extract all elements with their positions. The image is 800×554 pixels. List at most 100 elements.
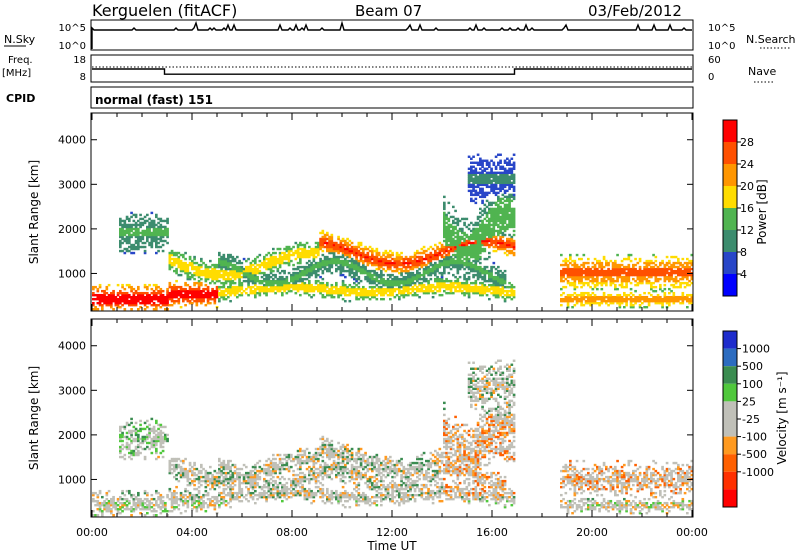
power-cell: [310, 289, 313, 293]
power-cell: [211, 279, 214, 283]
power-cell: [128, 233, 131, 237]
power-cell: [191, 261, 194, 265]
power-cell: [168, 297, 172, 301]
power-cell: [272, 289, 275, 293]
power-cell: [650, 265, 653, 269]
power-cell: [168, 261, 172, 265]
power-cell: [674, 277, 678, 281]
power-cell: [483, 237, 487, 241]
power-cell: [355, 293, 358, 297]
power-cell: [605, 269, 608, 273]
power-cell: [569, 281, 572, 285]
power-cell: [582, 269, 586, 273]
power-cell: [128, 293, 131, 297]
power-cell: [436, 251, 439, 255]
power-cell: [96, 295, 100, 299]
power-cell: [566, 275, 570, 279]
power-cell: [503, 177, 507, 181]
power-cell: [310, 283, 313, 287]
power-cell: [263, 279, 266, 283]
velocity-cell: [143, 455, 147, 459]
power-cell: [481, 223, 484, 227]
power-cell: [386, 273, 390, 277]
power-cell: [416, 293, 419, 297]
power-cell: [391, 261, 394, 265]
power-cell: [276, 257, 280, 261]
power-cell: [481, 173, 484, 177]
power-cell: [688, 259, 691, 263]
freq-right-label: Nave: [748, 65, 776, 78]
power-cell: [137, 237, 140, 241]
power-cell: [463, 273, 466, 277]
power-cell: [220, 257, 223, 261]
power-cell: [409, 275, 412, 279]
power-cell: [229, 289, 232, 293]
power-cell: [476, 215, 480, 219]
power-cell: [368, 293, 372, 297]
power-cell: [220, 273, 223, 277]
power-cell: [449, 257, 453, 261]
power-cell: [476, 285, 480, 289]
power-cell: [618, 275, 622, 279]
power-cell: [490, 235, 493, 239]
power-cell: [339, 259, 343, 263]
power-cell: [443, 195, 446, 199]
power-cell: [425, 277, 428, 281]
power-cell: [566, 297, 570, 301]
power-cell: [490, 241, 493, 245]
power-cell: [321, 249, 325, 253]
power-cell: [488, 225, 491, 229]
power-cell: [128, 235, 131, 239]
power-cell: [501, 287, 505, 291]
power-cell: [465, 281, 469, 285]
power-cell: [146, 213, 149, 217]
power-cell: [625, 295, 628, 299]
power-cell: [661, 301, 664, 305]
power-cell: [373, 249, 376, 253]
power-colorbar-tick-label: 28: [740, 136, 754, 149]
power-cell: [179, 269, 183, 273]
velocity-cell: [150, 497, 154, 501]
power-cell: [139, 217, 142, 221]
power-cell: [238, 281, 241, 285]
power-cell: [290, 283, 293, 287]
power-cell: [569, 253, 572, 257]
power-cell: [443, 247, 446, 251]
power-cell: [472, 233, 475, 237]
power-cell: [321, 241, 325, 245]
power-cell: [472, 161, 475, 164]
power-cell: [575, 263, 579, 267]
power-cell: [362, 293, 365, 297]
power-cell: [436, 269, 439, 273]
power-cell: [683, 285, 687, 289]
power-cell: [389, 263, 392, 267]
power-cell: [276, 281, 280, 285]
power-cell: [107, 295, 111, 299]
power-cell: [688, 299, 691, 303]
power-cell: [512, 217, 516, 221]
power-cell: [445, 241, 448, 245]
power-cell: [467, 267, 471, 271]
power-cell: [105, 301, 109, 305]
power-colorbar-swatch: [723, 274, 737, 296]
power-cell: [359, 289, 363, 293]
power-cell: [629, 273, 633, 277]
power-cell: [629, 253, 633, 257]
power-cell: [456, 241, 460, 245]
power-cell: [605, 279, 608, 283]
power-cell: [344, 251, 347, 255]
power-cell: [296, 253, 300, 257]
power-cell: [375, 279, 379, 283]
power-cell: [445, 243, 448, 247]
power-cell: [485, 159, 489, 162]
power-cell: [204, 271, 208, 275]
power-cell: [506, 181, 509, 185]
power-cell: [485, 233, 489, 237]
power-cell: [508, 163, 511, 166]
power-cell: [375, 259, 379, 263]
power-cell: [562, 275, 565, 279]
power-cell: [251, 285, 255, 289]
power-cell: [501, 283, 505, 287]
power-cell: [218, 279, 221, 283]
